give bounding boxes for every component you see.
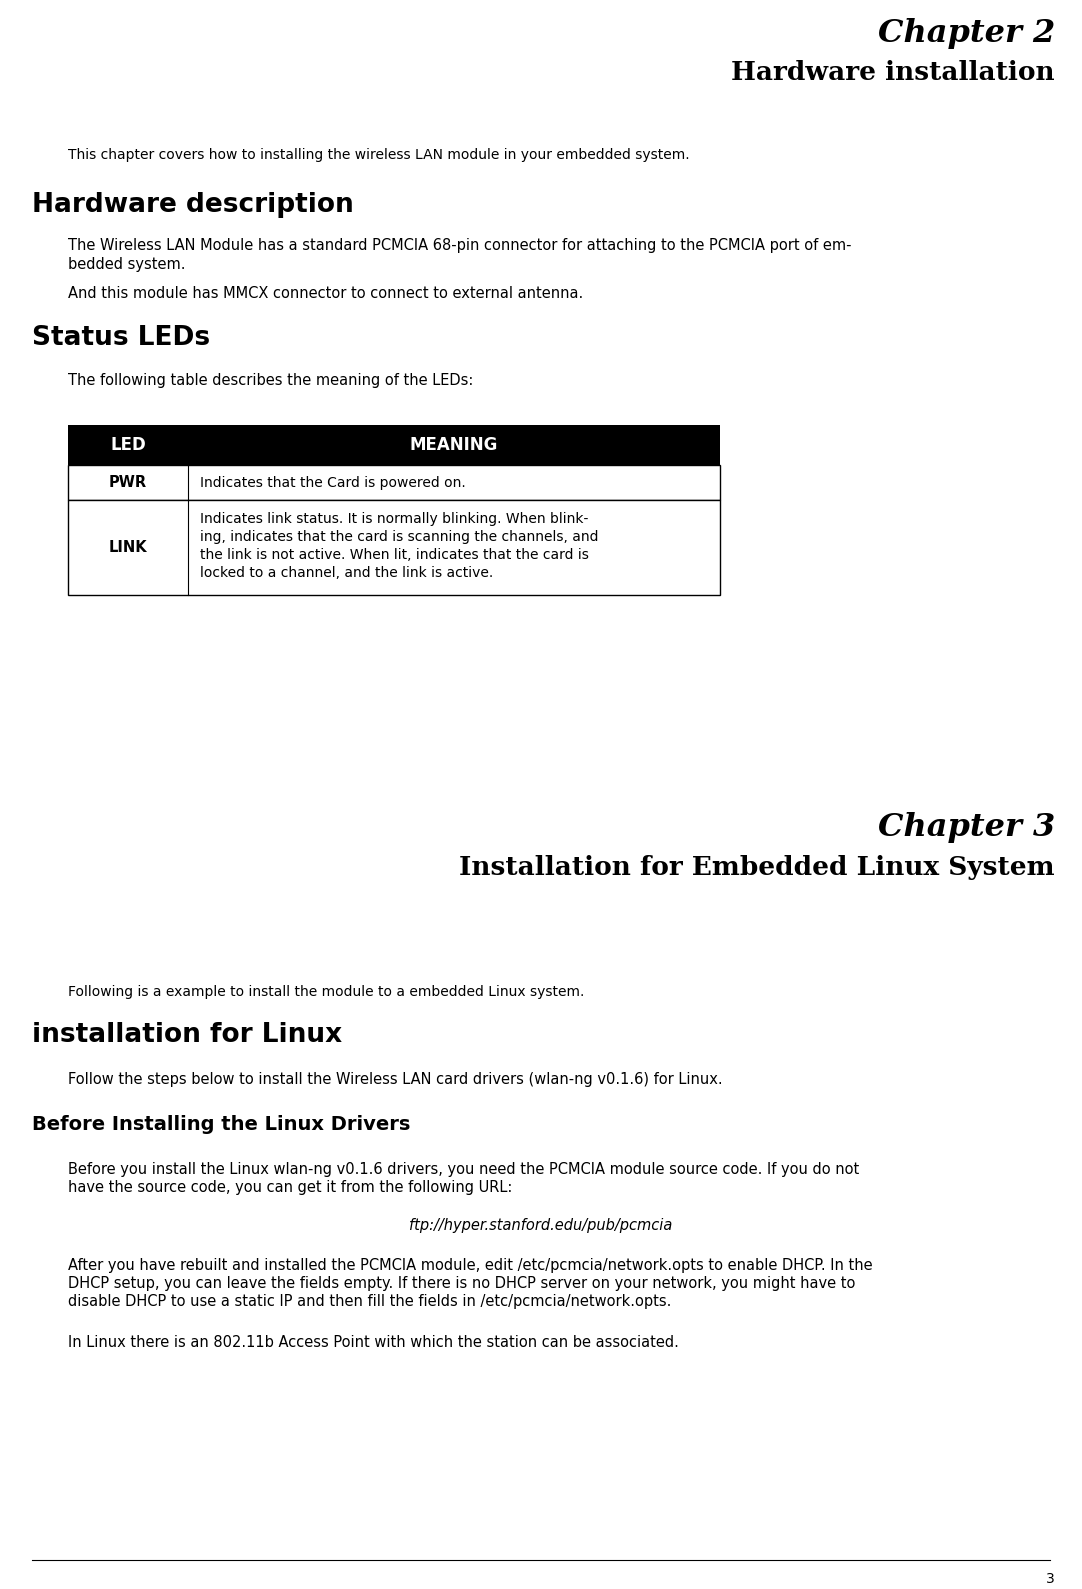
Text: This chapter covers how to installing the wireless LAN module in your embedded s: This chapter covers how to installing th…: [68, 148, 689, 162]
Text: The Wireless LAN Module has a standard PCMCIA 68-pin connector for attaching to : The Wireless LAN Module has a standard P…: [68, 238, 852, 253]
Text: ing, indicates that the card is scanning the channels, and: ing, indicates that the card is scanning…: [200, 531, 598, 543]
Text: After you have rebuilt and installed the PCMCIA module, edit /etc/pcmcia/network: After you have rebuilt and installed the…: [68, 1258, 872, 1273]
Text: bedded system.: bedded system.: [68, 257, 185, 272]
Text: locked to a channel, and the link is active.: locked to a channel, and the link is act…: [200, 566, 493, 580]
Text: ftp://hyper.stanford.edu/pub/pcmcia: ftp://hyper.stanford.edu/pub/pcmcia: [409, 1219, 673, 1233]
Text: Before you install the Linux wlan-ng v0.1.6 drivers, you need the PCMCIA module : Before you install the Linux wlan-ng v0.…: [68, 1162, 859, 1177]
Text: installation for Linux: installation for Linux: [32, 1022, 342, 1049]
Bar: [68, 501, 720, 594]
Text: MEANING: MEANING: [410, 435, 498, 454]
Bar: [68, 466, 720, 501]
Text: disable DHCP to use a static IP and then fill the fields in /etc/pcmcia/network.: disable DHCP to use a static IP and then…: [68, 1293, 671, 1309]
Text: Chapter 3: Chapter 3: [878, 812, 1055, 844]
Text: And this module has MMCX connector to connect to external antenna.: And this module has MMCX connector to co…: [68, 286, 583, 300]
Text: Before Installing the Linux Drivers: Before Installing the Linux Drivers: [32, 1115, 410, 1135]
Text: Installation for Embedded Linux System: Installation for Embedded Linux System: [460, 855, 1055, 880]
Text: PWR: PWR: [109, 475, 147, 489]
Text: Following is a example to install the module to a embedded Linux system.: Following is a example to install the mo…: [68, 985, 584, 999]
Text: DHCP setup, you can leave the fields empty. If there is no DHCP server on your n: DHCP setup, you can leave the fields emp…: [68, 1276, 856, 1290]
Text: 3: 3: [1046, 1572, 1055, 1586]
Text: Status LEDs: Status LEDs: [32, 326, 210, 351]
Text: Indicates link status. It is normally blinking. When blink-: Indicates link status. It is normally bl…: [200, 512, 589, 526]
Bar: [68, 424, 720, 466]
Text: Hardware installation: Hardware installation: [731, 60, 1055, 84]
Text: Indicates that the Card is powered on.: Indicates that the Card is powered on.: [200, 475, 465, 489]
Text: LINK: LINK: [108, 540, 147, 555]
Text: Chapter 2: Chapter 2: [878, 17, 1055, 49]
Text: In Linux there is an 802.11b Access Point with which the station can be associat: In Linux there is an 802.11b Access Poin…: [68, 1335, 678, 1351]
Text: The following table describes the meaning of the LEDs:: The following table describes the meanin…: [68, 373, 474, 388]
Text: the link is not active. When lit, indicates that the card is: the link is not active. When lit, indica…: [200, 548, 589, 563]
Text: LED: LED: [110, 435, 146, 454]
Text: Follow the steps below to install the Wireless LAN card drivers (wlan-ng v0.1.6): Follow the steps below to install the Wi…: [68, 1073, 723, 1087]
Text: have the source code, you can get it from the following URL:: have the source code, you can get it fro…: [68, 1181, 513, 1195]
Text: Hardware description: Hardware description: [32, 192, 354, 218]
